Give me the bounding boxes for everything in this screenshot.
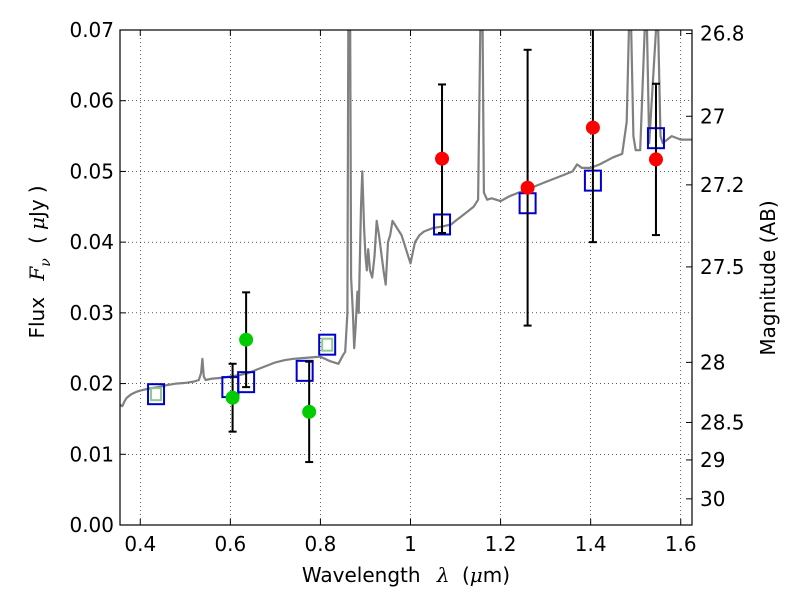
y-axis-label-unit-close: ) bbox=[25, 185, 49, 193]
photometry-point bbox=[239, 332, 254, 347]
y-tick-label: 0.07 bbox=[69, 18, 114, 42]
y-tick-label: 0.05 bbox=[69, 159, 114, 183]
x-tick-label: 0.4 bbox=[124, 532, 156, 556]
photometry-point bbox=[648, 152, 663, 167]
y-axis-label-prefix: Flux bbox=[25, 297, 49, 339]
x-axis-label-symbol: λ bbox=[436, 563, 450, 587]
model-square-marker bbox=[318, 333, 337, 356]
y-tick-label: 0.04 bbox=[69, 230, 114, 254]
plot-frame bbox=[119, 29, 693, 526]
plot-area bbox=[120, 30, 692, 464]
x-tick-label: 0.8 bbox=[305, 532, 337, 556]
y2-tick-label: 26.8 bbox=[700, 22, 745, 46]
photometry-point bbox=[585, 120, 600, 135]
grid-lines bbox=[120, 29, 692, 526]
x-tick-label: 1.6 bbox=[665, 532, 697, 556]
x-axis-label-unit-open: ( bbox=[462, 563, 470, 587]
y2-tick-label: 27.2 bbox=[700, 173, 745, 197]
spectrum-line bbox=[120, 30, 692, 408]
y-axis-label-sub: ν bbox=[38, 258, 54, 267]
y-axis-label: Flux Fν ( μJy) bbox=[25, 185, 55, 338]
y-axis-label-unit-mu: μ bbox=[25, 217, 49, 230]
y-axis-label-unit-rest: Jy bbox=[25, 199, 49, 219]
photometry-point bbox=[435, 151, 450, 166]
photometry-point bbox=[225, 390, 240, 405]
y-tick-label: 0.01 bbox=[69, 442, 114, 466]
x-axis-label-unit-mu: μ bbox=[470, 563, 483, 587]
y2-tick-label: 30 bbox=[700, 487, 725, 511]
x-axis-label: Wavelength λ (μm) bbox=[302, 563, 510, 587]
y-tick-label: 0.00 bbox=[69, 513, 114, 537]
x-tick-label: 1 bbox=[404, 532, 417, 556]
x-axis-label-unit-rest: m) bbox=[483, 563, 510, 587]
y2-tick-label: 27 bbox=[700, 104, 725, 128]
y2-tick-label: 27.5 bbox=[700, 255, 745, 279]
inner-square-marker bbox=[150, 387, 163, 402]
y-tick-label: 0.02 bbox=[69, 372, 114, 396]
y2-tick-label: 28 bbox=[700, 350, 725, 374]
photometry-point bbox=[302, 404, 317, 419]
photometry-point bbox=[520, 180, 535, 195]
y2-tick-label: 29 bbox=[700, 448, 725, 472]
x-tick-label: 1.4 bbox=[575, 532, 607, 556]
model-square-marker bbox=[295, 359, 314, 382]
x-tick-label: 1.2 bbox=[485, 532, 517, 556]
x-tick-label: 0.6 bbox=[214, 532, 246, 556]
y-tick-label: 0.03 bbox=[69, 301, 114, 325]
y2-axis-label: Magnitude (AB) bbox=[756, 200, 780, 355]
y2-tick-label: 28.5 bbox=[700, 410, 745, 434]
y-axis-label-unit-open: ( bbox=[25, 236, 49, 244]
series-group bbox=[120, 30, 692, 464]
y-axis-label-symbol: F bbox=[25, 266, 49, 282]
y-tick-label: 0.06 bbox=[69, 89, 114, 113]
x-axis-label-prefix: Wavelength bbox=[302, 563, 421, 587]
model-square-marker bbox=[147, 383, 166, 406]
axis-ticks: 0.4 0.6 0.8 1 1.2 1.4 1.6 0.00 0.01 0.02 0.03 0.04 0… bbox=[69, 18, 744, 556]
inner-square-marker bbox=[321, 337, 334, 352]
